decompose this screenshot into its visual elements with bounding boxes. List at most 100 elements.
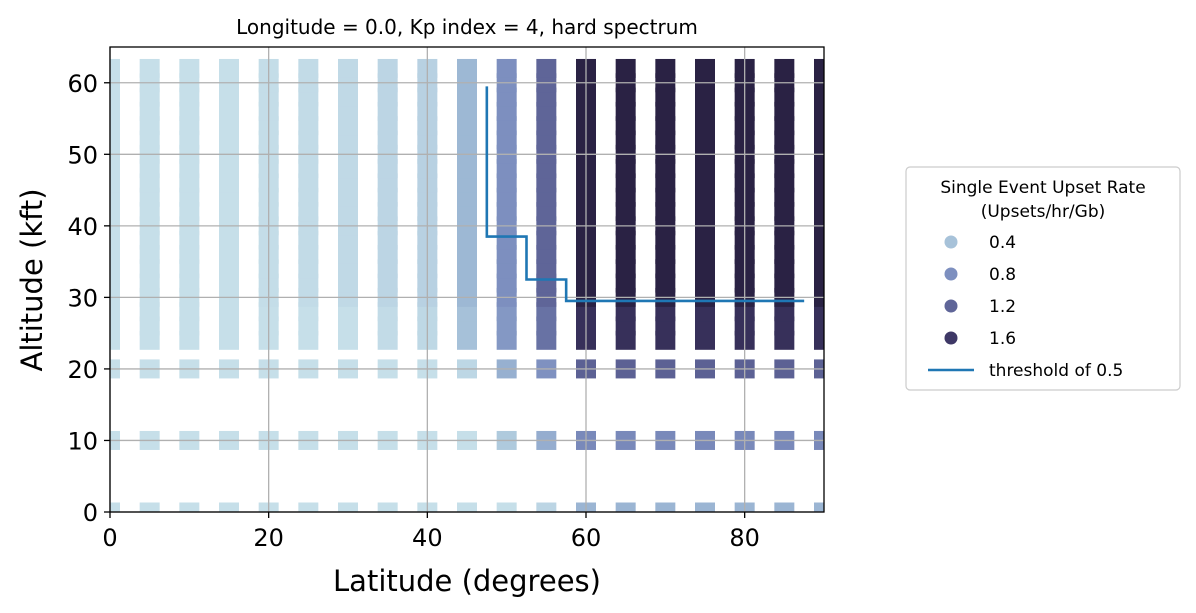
heatmap-cell: [179, 187, 200, 207]
threshold-line: [485, 86, 805, 303]
legend: Single Event Upset Rate (Upsets/hr/Gb) 0…: [905, 166, 1181, 391]
x-tick-label: 0: [102, 524, 117, 552]
heatmap-cell: [338, 202, 358, 222]
heatmap-cell: [536, 130, 557, 150]
heatmap-cell: [139, 259, 160, 279]
heatmap-cell: [655, 130, 676, 150]
heatmap-cell: [536, 202, 557, 222]
heatmap-cell: [377, 202, 398, 222]
heatmap-cell: [139, 87, 160, 107]
heatmap-cell: [338, 58, 358, 78]
heatmap-cell: [536, 58, 557, 78]
heatmap-cell: [139, 502, 160, 512]
heatmap-cell: [655, 116, 676, 136]
heatmap-cell: [536, 330, 557, 350]
heatmap-cell: [139, 101, 160, 121]
heatmap-cell: [110, 202, 120, 222]
heatmap-cell: [139, 130, 160, 150]
heatmap-cell: [219, 87, 239, 107]
heatmap-cell: [338, 273, 358, 293]
heatmap-cell: [655, 259, 676, 279]
heatmap-cell: [377, 101, 398, 121]
heatmap-cell: [695, 130, 715, 150]
heatmap-cell: [298, 159, 319, 179]
heatmap-cell: [457, 259, 477, 279]
heatmap-cell: [774, 202, 795, 222]
heatmap-cell: [774, 130, 795, 150]
heatmap-cell: [655, 58, 676, 78]
heatmap-cell: [110, 230, 120, 250]
heatmap-cell: [179, 330, 200, 350]
heatmap-cell: [695, 87, 715, 107]
heatmap-cell: [457, 202, 477, 222]
heatmap-cell: [377, 502, 398, 512]
heatmap-cell: [774, 159, 795, 179]
heatmap-cell: [814, 202, 824, 222]
heatmap-cell: [774, 187, 795, 207]
heatmap-cell: [695, 273, 715, 293]
heatmap-cell: [338, 316, 358, 336]
heatmap-cell: [615, 187, 636, 207]
heatmap-cell: [774, 87, 795, 107]
legend-label: 1.6: [989, 329, 1016, 349]
heatmap-cell: [536, 259, 557, 279]
heatmap-cell: [536, 302, 557, 322]
heatmap-cell: [338, 330, 358, 350]
y-tick-label: 60: [67, 70, 98, 98]
heatmap-cell: [615, 230, 636, 250]
heatmap-cell: [814, 273, 824, 293]
heatmap-cell: [496, 273, 517, 293]
legend-label: 1.2: [989, 297, 1016, 317]
heatmap-cell: [298, 273, 319, 293]
x-tick-label: 80: [729, 524, 760, 552]
heatmap-cell: [774, 244, 795, 264]
heatmap-cell: [774, 330, 795, 350]
heatmap-cell: [774, 273, 795, 293]
heatmap-cell: [655, 230, 676, 250]
heatmap-cell: [695, 173, 715, 193]
heatmap-cell: [179, 502, 200, 512]
heatmap-cell: [615, 159, 636, 179]
heatmap-cell: [536, 316, 557, 336]
x-tick-label: 40: [412, 524, 443, 552]
heatmap-cell: [814, 87, 824, 107]
heatmap-cell: [377, 316, 398, 336]
heatmap-cell: [179, 259, 200, 279]
heatmap-cell: [377, 173, 398, 193]
heatmap-cell: [774, 58, 795, 78]
heatmap-cell: [536, 173, 557, 193]
legend-marker: [944, 235, 958, 249]
heatmap-cell: [496, 87, 517, 107]
heatmap-cell: [496, 159, 517, 179]
heatmap-cell: [377, 159, 398, 179]
heatmap-cell: [377, 302, 398, 322]
heatmap-cell: [536, 230, 557, 250]
legend-label: 0.4: [989, 233, 1016, 253]
heatmap-cell: [695, 159, 715, 179]
heatmap-cell: [814, 187, 824, 207]
heatmap-cell: [814, 259, 824, 279]
heatmap-cell: [338, 244, 358, 264]
heatmap-cell: [814, 330, 824, 350]
heatmap-cell: [298, 502, 319, 512]
heatmap-cell: [219, 230, 239, 250]
legend-marker: [944, 299, 958, 313]
heatmap-cell: [338, 502, 358, 512]
heatmap-cell: [496, 130, 517, 150]
heatmap-cell: [179, 58, 200, 78]
heatmap-cell: [814, 173, 824, 193]
heatmap-cell: [298, 244, 319, 264]
heatmap-cell: [338, 130, 358, 150]
heatmap-cell: [110, 273, 120, 293]
heatmap-cell: [139, 244, 160, 264]
heatmap-cell: [219, 202, 239, 222]
heatmap-cell: [179, 273, 200, 293]
heatmap-cell: [536, 159, 557, 179]
heatmap-cell: [655, 330, 676, 350]
heatmap-cell: [496, 302, 517, 322]
heatmap-cell: [774, 116, 795, 136]
heatmap-cell: [774, 173, 795, 193]
heatmap-cell: [338, 116, 358, 136]
heatmap-cell: [110, 187, 120, 207]
